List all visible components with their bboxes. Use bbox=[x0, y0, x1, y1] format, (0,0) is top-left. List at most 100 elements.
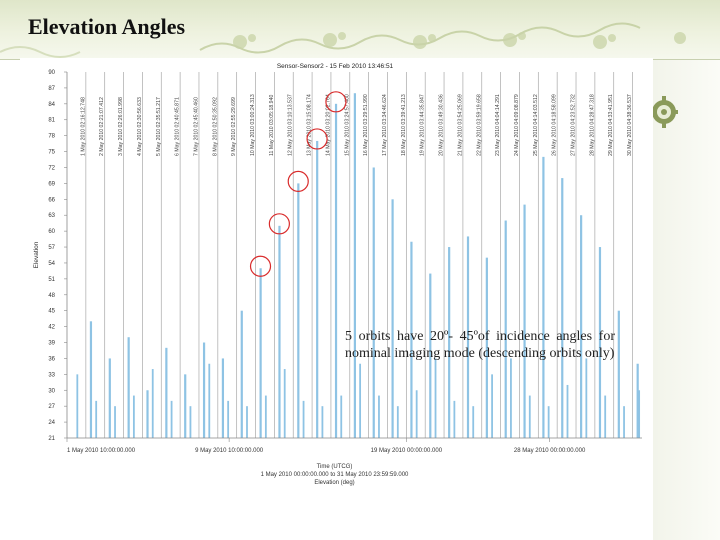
y-tick-label: 75 bbox=[48, 150, 55, 156]
y-tick-label: 78 bbox=[48, 134, 55, 140]
bar-major bbox=[165, 347, 168, 438]
y-tick-label: 42 bbox=[48, 325, 55, 331]
y-tick-label: 60 bbox=[48, 229, 55, 235]
pass-label: 24 May 2010 04:09:08.879 bbox=[514, 94, 520, 156]
x-axis-label-line: Elevation (deg) bbox=[314, 480, 354, 486]
bar-major bbox=[617, 310, 620, 438]
bar-minor bbox=[283, 369, 286, 438]
bar-minor bbox=[547, 406, 550, 438]
pass-label: 1 May 2010 02:16:12.748 bbox=[80, 97, 86, 156]
bar-major bbox=[297, 183, 300, 438]
bar-major bbox=[278, 225, 281, 438]
pass-label: 7 May 2010 02:45:40.460 bbox=[193, 97, 199, 156]
bar-major bbox=[542, 156, 545, 438]
annotation-caption: 5 orbits have 20º- 45ºof incidence angle… bbox=[345, 329, 615, 361]
y-tick-label: 21 bbox=[48, 436, 55, 442]
pass-label: 11 May 2010 03:05:18.940 bbox=[269, 95, 275, 156]
bar-major bbox=[410, 241, 413, 438]
bar-minor bbox=[604, 395, 607, 438]
y-tick-label: 69 bbox=[48, 181, 55, 187]
bar-major bbox=[391, 199, 394, 438]
gear-emblem-icon bbox=[650, 96, 678, 128]
highlight-circle bbox=[306, 128, 328, 150]
y-tick-label: 30 bbox=[48, 388, 55, 394]
bar-major bbox=[561, 178, 564, 438]
pass-label: 20 May 2010 03:49:30.436 bbox=[439, 94, 445, 156]
bar-major bbox=[259, 268, 262, 438]
pass-label: 27 May 2010 04:23:52.732 bbox=[571, 94, 577, 156]
bar-minor bbox=[208, 363, 211, 438]
bar-minor bbox=[340, 395, 343, 438]
pass-label: 15 May 2010 03:24:57.400 bbox=[344, 94, 350, 156]
x-tick-label: 9 May 2010 10:00:00.000 bbox=[195, 448, 264, 454]
y-tick-label: 81 bbox=[48, 118, 55, 124]
floral-pattern-decoration bbox=[0, 22, 686, 58]
bar-major bbox=[108, 358, 111, 438]
bar-minor bbox=[378, 395, 380, 438]
bar-minor bbox=[227, 400, 230, 438]
bar-major bbox=[221, 358, 225, 438]
pass-label: 21 May 2010 03:54:25.069 bbox=[457, 94, 463, 156]
pass-label: 2 May 2010 02:21:07.412 bbox=[99, 97, 105, 156]
bar-minor bbox=[638, 390, 641, 438]
y-tick-label: 36 bbox=[48, 356, 55, 362]
pass-label: 12 May 2010 03:10:13.537 bbox=[288, 94, 294, 156]
elevation-chart: Sensor-Sensor2 - 15 Feb 2010 13:46:51 1 … bbox=[20, 58, 653, 498]
x-tick-label: 1 May 2010 10:00:00.000 bbox=[67, 448, 136, 454]
bar-major bbox=[580, 215, 583, 438]
highlight-circle bbox=[268, 213, 290, 235]
highlight-circles-group bbox=[249, 91, 347, 277]
bar-minor bbox=[189, 406, 192, 438]
bar-minor bbox=[585, 358, 588, 438]
bar-major bbox=[485, 257, 488, 438]
bar-major bbox=[466, 236, 470, 438]
pass-label: 4 May 2010 02:30:56.633 bbox=[137, 97, 143, 156]
bar-minor bbox=[114, 406, 116, 438]
pass-label: 28 May 2010 04:28:47.318 bbox=[589, 94, 595, 156]
bar-major bbox=[429, 273, 432, 438]
pass-label: 18 May 2010 03:39:41.213 bbox=[401, 94, 407, 156]
bar-major bbox=[523, 204, 526, 438]
bar-major bbox=[316, 140, 319, 438]
pass-label: 19 May 2010 03:44:35.847 bbox=[420, 94, 426, 156]
bar-minor bbox=[132, 395, 135, 438]
pass-label: 29 May 2010 04:33:41.951 bbox=[608, 94, 614, 156]
axes-group: 21 24 27 30 33 36 39 42 45 48 51 54 57 60 63 66 69 72 75 78… bbox=[33, 70, 642, 486]
chart-title: Sensor-Sensor2 - 15 Feb 2010 13:46:51 bbox=[277, 63, 394, 70]
pass-label: 23 May 2010 04:04:14.291 bbox=[495, 94, 501, 156]
pass-lines-group: 1 May 2010 02:16:12.748 2 May 2010 02:21:… bbox=[80, 72, 633, 438]
bar-major bbox=[146, 390, 149, 438]
y-tick-label: 57 bbox=[48, 245, 55, 251]
y-tick-label: 90 bbox=[48, 70, 55, 76]
bar-minor bbox=[76, 374, 79, 438]
bar-minor bbox=[528, 395, 531, 438]
y-tick-label: 51 bbox=[48, 277, 55, 283]
x-tick-label: 19 May 2010 00:00:00.000 bbox=[371, 448, 443, 454]
highlight-circle bbox=[287, 170, 309, 192]
y-tick-label: 63 bbox=[48, 213, 55, 219]
highlight-circle bbox=[325, 91, 347, 113]
pass-label: 9 May 2010 02:55:29.699 bbox=[231, 97, 237, 156]
pass-label: 22 May 2010 03:59:19.658 bbox=[476, 94, 482, 156]
pass-label: 3 May 2010 02:26:01.998 bbox=[118, 97, 124, 156]
y-tick-label: 39 bbox=[48, 341, 55, 347]
bar-major bbox=[184, 374, 187, 438]
pass-label: 30 May 2010 04:38:36.537 bbox=[627, 94, 633, 156]
title-banner: Elevation Angles bbox=[0, 0, 720, 60]
bar-major bbox=[240, 310, 243, 438]
bar-major bbox=[334, 103, 338, 439]
pass-label: 14 May 2010 03:20:02.764 bbox=[325, 94, 331, 156]
slide-title: Elevation Angles bbox=[28, 14, 186, 39]
bar-major bbox=[202, 342, 206, 438]
x-tick-label: 28 May 2010 00:00:00.000 bbox=[514, 448, 586, 454]
pass-label: 6 May 2010 02:40:45.871 bbox=[175, 97, 181, 156]
bar-minor bbox=[510, 358, 512, 438]
y-tick-label: 24 bbox=[48, 420, 55, 426]
bar-major bbox=[598, 247, 602, 438]
x-axis-label-line: Time (UTCG) bbox=[317, 464, 353, 470]
bar-minor bbox=[415, 390, 418, 438]
bars-group bbox=[76, 93, 641, 439]
x-axis-label-line: 1 May 2010 00:00:00.000 to 31 May 2010 2… bbox=[261, 472, 409, 478]
bar-minor bbox=[302, 400, 305, 438]
bar-minor bbox=[359, 363, 362, 438]
